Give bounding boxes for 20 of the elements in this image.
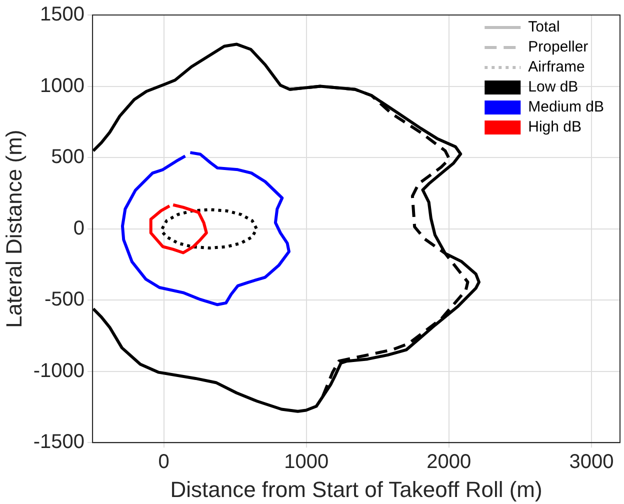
legend-label: High dB <box>528 118 582 136</box>
legend-label: Propeller <box>528 38 588 56</box>
x-axis-title: Distance from Start of Takeoff Roll (m) <box>170 476 542 502</box>
x-tick-label: 2000 <box>426 451 472 474</box>
y-tick-label: -1000 <box>33 360 85 382</box>
x-tick-label: 1000 <box>284 451 329 474</box>
legend-label: Total <box>528 18 560 36</box>
y-tick-label: 1500 <box>40 4 85 26</box>
y-tick-label: 500 <box>51 146 85 168</box>
y-tick-label: 0 <box>73 217 85 240</box>
y-axis-title: Lateral Distance (m) <box>1 130 26 328</box>
y-tick-label: -500 <box>44 288 85 311</box>
line-series <box>160 208 258 250</box>
y-tick-label: -1500 <box>33 431 85 454</box>
legend-label: Airframe <box>528 58 585 76</box>
legend-label: Medium dB <box>528 98 604 116</box>
y-tick-label: 1000 <box>40 74 85 97</box>
legend-label: Low dB <box>528 78 578 96</box>
x-tick-label: 3000 <box>569 451 614 474</box>
x-tick-label: 0 <box>158 451 170 474</box>
